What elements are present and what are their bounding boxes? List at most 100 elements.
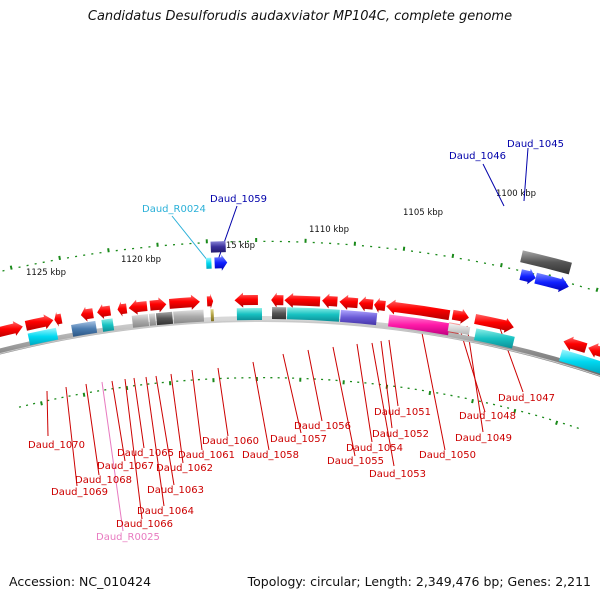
leader-line: [356, 343, 373, 443]
scale-tick-inner: [471, 398, 474, 404]
gene-label: Daud_1068: [75, 475, 132, 486]
rna-block: [205, 257, 212, 269]
scale-tick-inner: [40, 401, 43, 406]
gene-arrow: [563, 336, 588, 353]
gene-arrow: [339, 294, 359, 310]
gene-arrow: [168, 294, 200, 310]
gene-label: Daud_1047: [498, 393, 555, 404]
scale-tick-outer: [451, 253, 455, 259]
gene-arrow: [284, 292, 321, 308]
scale-tick-outer: [595, 287, 599, 293]
leader-line: [388, 339, 399, 407]
gene-arrow: [234, 292, 258, 308]
gene-label: Daud_1069: [51, 487, 108, 498]
cog-block: [101, 318, 115, 332]
scale-label: 1110 kbp: [309, 225, 349, 235]
leader-line: [111, 380, 126, 462]
gene-arrow: [474, 314, 514, 333]
gene-arrow: [97, 304, 112, 320]
gene-label: Daud_1045: [507, 139, 564, 150]
scale-tick-outer: [107, 248, 110, 253]
leader-lines: [46, 147, 529, 532]
leader-line: [332, 346, 356, 457]
cog-block: [520, 250, 572, 275]
gene-label: Daud_1058: [242, 450, 299, 461]
gene-arrow: [534, 272, 569, 293]
gene-label: Daud_1055: [327, 456, 384, 467]
cog-block: [148, 313, 157, 326]
leader-line: [371, 342, 395, 467]
gene-arrow: [214, 254, 228, 271]
cog-block: [559, 349, 600, 374]
map-title: Candidatus Desulforudis audaxviator MP10…: [87, 9, 513, 24]
leader-line: [252, 361, 270, 451]
features-layer: [0, 241, 600, 374]
accession-text: Accession: NC_010424: [9, 574, 152, 589]
gene-arrow: [149, 297, 167, 313]
cog-block: [340, 309, 378, 326]
cog-block: [27, 327, 59, 346]
cog-block: [155, 311, 174, 326]
gene-arrow: [117, 301, 128, 317]
gene-label: Daud_1057: [270, 434, 327, 445]
gene-label: Daud_1053: [369, 469, 426, 480]
cog-block: [131, 314, 150, 328]
gene-label: Daud_R0025: [96, 532, 160, 543]
leader-line: [466, 325, 484, 433]
gene-label: Daud_1050: [419, 450, 476, 461]
leader-line: [133, 377, 145, 449]
gene-label: Daud_1062: [156, 463, 213, 474]
scale-label: 1125 kbp: [26, 268, 66, 278]
cog-block: [236, 308, 262, 321]
gene-label: Daud_1060: [202, 436, 259, 447]
gene-arrow: [54, 311, 63, 327]
gene-label: Daud_1048: [459, 411, 516, 422]
cog-block: [474, 328, 515, 349]
gene-arrow: [128, 299, 148, 315]
cog-block: [173, 309, 205, 324]
leader-line: [496, 319, 524, 393]
cog-block: [447, 323, 471, 336]
gene-arrow: [386, 299, 451, 321]
leader-line: [171, 215, 209, 262]
gene-label: Daud_1051: [374, 407, 431, 418]
gene-arrow: [322, 293, 338, 309]
scale-tick-inner: [513, 408, 517, 414]
gene-arrow: [374, 297, 386, 313]
gene-label: Daud_1070: [28, 440, 85, 451]
cog-block: [71, 320, 98, 337]
leader-line: [307, 349, 323, 422]
backbone-highlight: [0, 320, 600, 377]
scale-label: 1105 kbp: [403, 208, 443, 218]
leader-line: [170, 373, 184, 464]
leader-line: [482, 163, 505, 207]
gene-label: Daud_1056: [294, 421, 351, 432]
leader-line: [155, 375, 175, 486]
scale-label: 1120 kbp: [121, 255, 161, 265]
gene-label: Daud_1061: [178, 450, 235, 461]
scale-tick-inner: [82, 392, 86, 397]
scale-tick-inner: [555, 420, 559, 425]
gene-label: Daud_R0024: [142, 204, 206, 215]
cog-block: [287, 307, 340, 322]
gene-arrow: [588, 343, 600, 358]
scale-label: 1115 kbp: [215, 241, 255, 251]
scale-label: 1100 kbp: [496, 189, 536, 199]
leader-line: [145, 376, 165, 507]
cog-block: [272, 307, 287, 320]
gene-arrow: [519, 268, 536, 285]
gene-label: Daud_1064: [137, 506, 194, 517]
leader-line: [65, 386, 78, 487]
gene-label: Daud_1054: [346, 443, 403, 454]
gene-arrow: [206, 293, 214, 309]
gene-arrow: [271, 292, 284, 308]
genome-summary-text: Topology: circular; Length: 2,349,476 bp…: [247, 574, 591, 589]
gene-label: Daud_1063: [147, 485, 204, 496]
leader-line: [380, 340, 393, 429]
leader-line: [421, 332, 446, 451]
gene-label: Daud_1052: [372, 429, 429, 440]
cog-block: [210, 241, 226, 253]
scale-tick-outer: [500, 262, 503, 268]
